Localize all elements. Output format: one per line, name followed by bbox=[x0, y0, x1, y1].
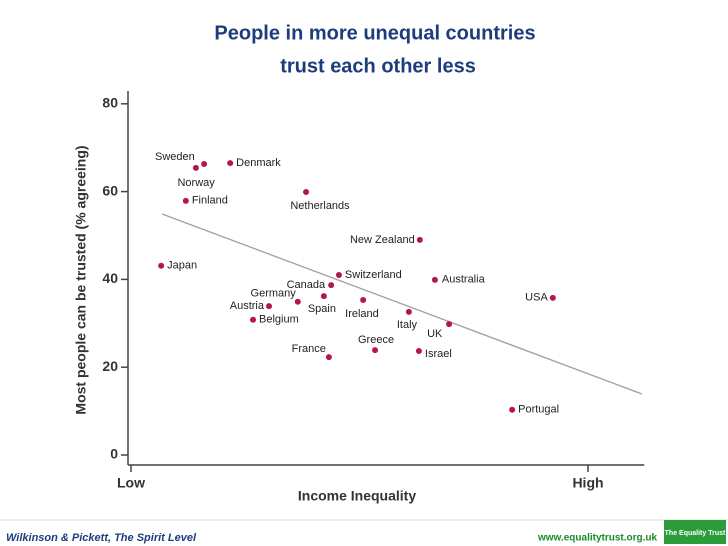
point bbox=[405, 308, 412, 315]
point-label: Italy bbox=[397, 319, 418, 331]
logo bbox=[664, 520, 726, 544]
point bbox=[509, 406, 516, 413]
point-label: Japan bbox=[167, 260, 197, 272]
point bbox=[325, 354, 332, 361]
point bbox=[335, 272, 342, 279]
point bbox=[227, 160, 234, 167]
chart-title: People in more unequal countries bbox=[214, 22, 535, 44]
point bbox=[192, 164, 199, 171]
point-label: USA bbox=[525, 292, 548, 304]
y-axis-label: Most people can be trusted (% agreeing) bbox=[73, 145, 89, 414]
point-label: Spain bbox=[308, 303, 336, 315]
point bbox=[431, 276, 438, 283]
point-label: Canada bbox=[287, 279, 326, 291]
point-label: Ireland bbox=[345, 308, 379, 320]
point bbox=[416, 236, 423, 243]
y-tick-label: 80 bbox=[102, 95, 118, 111]
point-label: Israel bbox=[425, 348, 452, 360]
point-label: France bbox=[292, 343, 326, 355]
point-label: Sweden bbox=[155, 151, 195, 163]
point bbox=[446, 321, 453, 328]
point bbox=[372, 347, 379, 354]
logo-text: The Equality Trust bbox=[665, 530, 726, 537]
y-tick-label: 60 bbox=[102, 182, 118, 198]
point-label: Switzerland bbox=[345, 269, 402, 281]
x-tick-label: Low bbox=[117, 475, 145, 491]
point-label: Portugal bbox=[518, 404, 559, 416]
point-label: Greece bbox=[358, 334, 394, 346]
y-tick-label: 40 bbox=[102, 270, 118, 286]
point-label: Belgium bbox=[259, 314, 299, 326]
point bbox=[320, 293, 327, 300]
point bbox=[158, 262, 165, 269]
point bbox=[250, 316, 257, 323]
point bbox=[328, 282, 335, 289]
footer-url: www.equalitytrust.org.uk bbox=[537, 533, 658, 544]
point bbox=[294, 298, 301, 305]
point-label: New Zealand bbox=[350, 234, 415, 246]
point-label: Austria bbox=[230, 300, 265, 312]
point-label: Australia bbox=[442, 274, 486, 286]
chart-title: trust each other less bbox=[280, 55, 476, 77]
point-label: Norway bbox=[177, 177, 215, 189]
point-label: Netherlands bbox=[290, 200, 350, 212]
footer-source: Wilkinson & Pickett, The Spirit Level bbox=[6, 532, 197, 544]
point-label: Denmark bbox=[236, 157, 281, 169]
x-tick-label: High bbox=[572, 475, 603, 491]
point bbox=[360, 297, 367, 304]
trend-line bbox=[161, 213, 643, 395]
point-label: Finland bbox=[192, 195, 228, 207]
point bbox=[266, 303, 273, 310]
point-label: UK bbox=[427, 328, 443, 340]
point bbox=[201, 160, 208, 167]
point bbox=[303, 189, 310, 196]
y-tick-label: 20 bbox=[102, 358, 118, 374]
y-tick-label: 0 bbox=[110, 446, 118, 462]
point bbox=[182, 197, 189, 204]
point-label: Germany bbox=[251, 288, 297, 300]
x-axis-label: Income Inequality bbox=[298, 488, 416, 504]
point bbox=[549, 294, 556, 301]
point bbox=[415, 347, 422, 354]
